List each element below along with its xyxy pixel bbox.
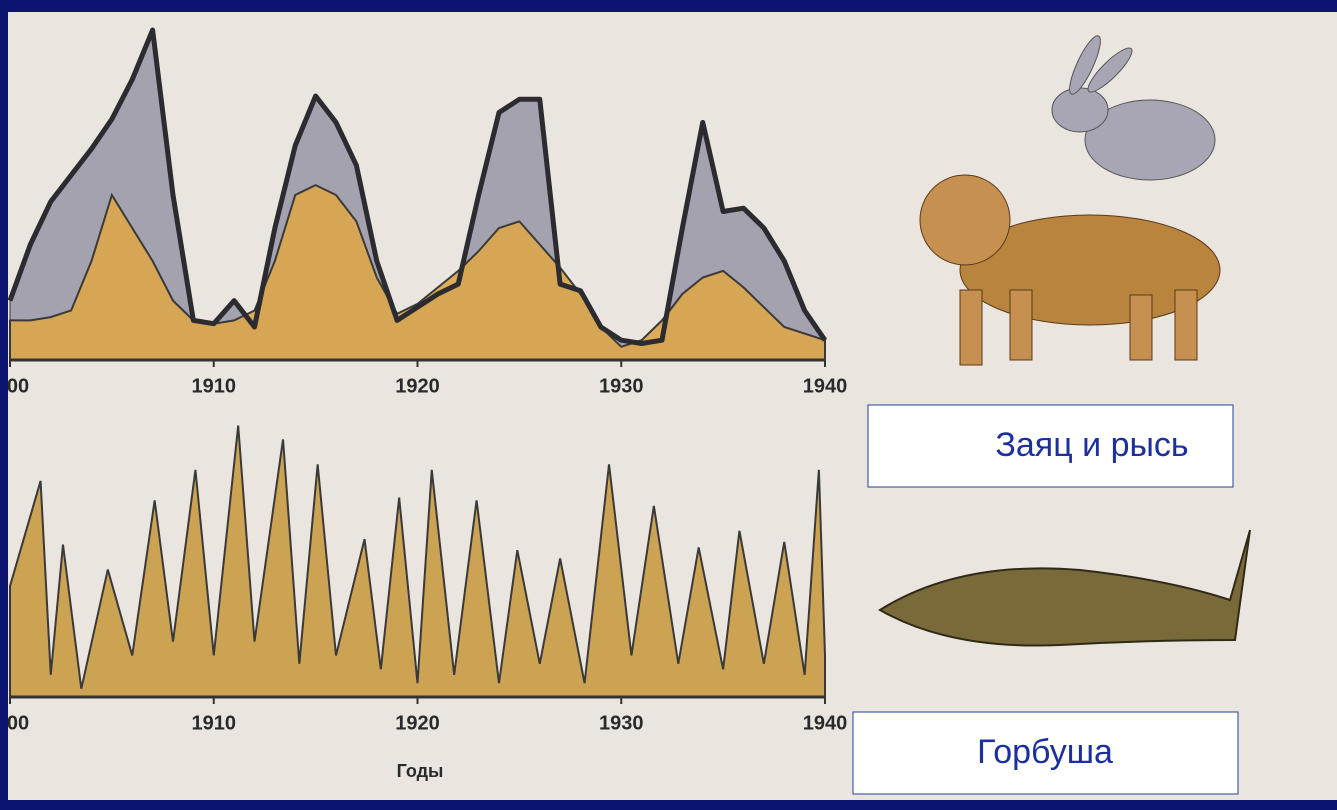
x-tick-label: 1940 <box>803 375 848 397</box>
x-tick-label: 1910 <box>192 375 237 397</box>
x-tick-label: 1930 <box>599 375 644 397</box>
page: {"chart_data": [ {"type": "area", "annot… <box>0 0 1337 810</box>
x-tick-label: 1920 <box>395 375 440 397</box>
x-tick-label: 1910 <box>192 712 237 734</box>
x-axis-label: Годы <box>397 761 444 781</box>
slide: Заяц и рысь Горбуша 00 1910 1920 1930 1940 00… <box>0 0 1337 810</box>
annotation: Горбуша <box>977 733 1113 771</box>
x-tick-label: 00 <box>7 712 29 734</box>
x-tick-label: 00 <box>7 375 29 397</box>
x-tick-label: 1940 <box>803 712 848 734</box>
annotation: Заяц и рысь <box>995 426 1188 464</box>
x-tick-label: 1930 <box>599 712 644 734</box>
x-tick-label: 1920 <box>395 712 440 734</box>
